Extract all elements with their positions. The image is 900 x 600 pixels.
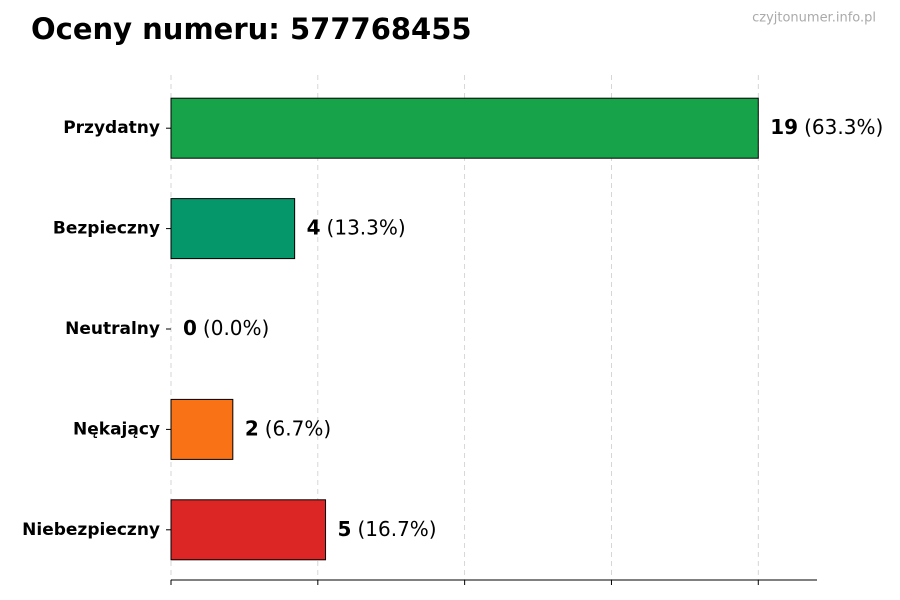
watermark: czyjtonumer.info.pl: [752, 11, 876, 26]
value-count: 5: [338, 516, 352, 540]
y-tick-label: Przydatny: [63, 118, 160, 138]
value-label: 4 (13.3%): [307, 215, 406, 239]
value-count: 19: [770, 115, 798, 139]
chart-title: Oceny numeru: 577768455: [31, 12, 472, 46]
value-label: 19 (63.3%): [770, 115, 883, 139]
value-label: 2 (6.7%): [245, 416, 331, 440]
value-share: (0.0%): [203, 316, 269, 340]
value-label: 5 (16.7%): [338, 516, 437, 540]
value-share: (13.3%): [327, 215, 406, 239]
bar: [170, 398, 234, 460]
y-tick-label: Niebezpieczny: [22, 520, 160, 540]
value-count: 0: [183, 316, 197, 340]
y-tick-label: Bezpieczny: [53, 219, 160, 239]
value-label: 0 (0.0%): [183, 316, 269, 340]
y-tick-label: Nękający: [73, 419, 160, 439]
y-tick-label: Neutralny: [65, 319, 160, 339]
bar: [170, 97, 759, 159]
value-count: 4: [307, 215, 321, 239]
value-share: (63.3%): [804, 115, 883, 139]
value-share: (6.7%): [265, 416, 331, 440]
bar: [170, 198, 296, 260]
value-share: (16.7%): [357, 516, 436, 540]
bar: [170, 499, 327, 561]
value-count: 2: [245, 416, 259, 440]
